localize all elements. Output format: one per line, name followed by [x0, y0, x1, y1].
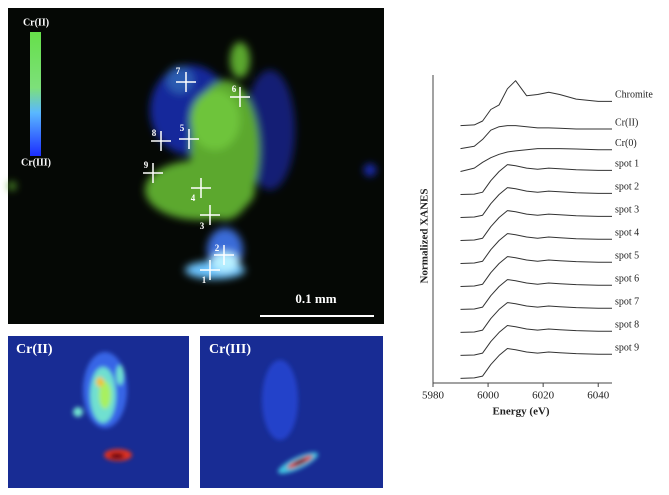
x-axis-label: Energy (eV): [492, 406, 549, 418]
panel-label: Cr(II): [16, 342, 53, 357]
map-signal: [8, 42, 376, 279]
series-label: spot 6: [615, 274, 639, 285]
colorbar-top-label: Cr(II): [23, 17, 49, 28]
spot-label: 9: [144, 160, 149, 170]
spot-label: 3: [200, 221, 205, 231]
spot-cross: [143, 163, 163, 183]
spot-label: 6: [232, 84, 237, 94]
spectrum-line: [460, 125, 612, 150]
x-tick-label: 6020: [532, 390, 555, 402]
spot-cross: [214, 245, 234, 265]
x-tick-label: 6040: [587, 390, 610, 402]
spot-label: 4: [191, 193, 196, 203]
series-label: spot 2: [615, 182, 639, 193]
panel-signal: [73, 352, 132, 461]
spot-cross: [179, 129, 199, 149]
spectrum-line: [460, 256, 612, 287]
spectrum-line: [460, 187, 612, 218]
spot-label: 2: [215, 243, 220, 253]
x-tick-label: 5980: [422, 390, 445, 402]
spectrum-line: [460, 233, 612, 264]
series-label: Chromite: [615, 90, 653, 101]
spot-cross: [230, 87, 250, 107]
spot-label: 7: [176, 66, 181, 76]
scale-label: 0.1 mm: [295, 291, 336, 306]
spectrum-line: [460, 325, 612, 356]
series-label: Cr(0): [615, 138, 637, 149]
spot-cross: [151, 131, 171, 151]
spot-cross: [200, 205, 220, 225]
spot-label: 1: [202, 275, 207, 285]
colorbar: [30, 32, 41, 156]
series-label: Cr(II): [615, 117, 638, 128]
spot-label: 8: [152, 128, 157, 138]
series-label: spot 4: [615, 228, 639, 239]
spot-cross: [200, 260, 220, 280]
series-label: spot 8: [615, 320, 639, 331]
series-label: spot 1: [615, 159, 639, 170]
spectrum-line: [460, 80, 612, 127]
series-label: spot 9: [615, 343, 639, 354]
x-tick-label: 6000: [477, 390, 500, 402]
spot-markers: 1 2 3 4 5 6 7 8 9: [143, 66, 250, 285]
series-label: spot 5: [615, 251, 639, 262]
panel-label: Cr(III): [209, 342, 251, 357]
colorbar-bottom-label: Cr(III): [21, 157, 51, 168]
spot-cross: [191, 178, 211, 198]
spectrum-line: [460, 279, 612, 310]
spectrum-line: [460, 302, 612, 333]
spectrum-line: [460, 210, 612, 241]
panel-signal: [262, 360, 319, 474]
y-axis-label: Normalized XANES: [419, 188, 431, 283]
spectrum-line: [460, 164, 612, 195]
series-label: spot 3: [615, 205, 639, 216]
series-label: spot 7: [615, 297, 639, 308]
spot-cross: [176, 72, 196, 92]
spot-label: 5: [180, 123, 185, 133]
spectrum-line: [460, 148, 612, 172]
spectrum-line: [460, 348, 612, 379]
